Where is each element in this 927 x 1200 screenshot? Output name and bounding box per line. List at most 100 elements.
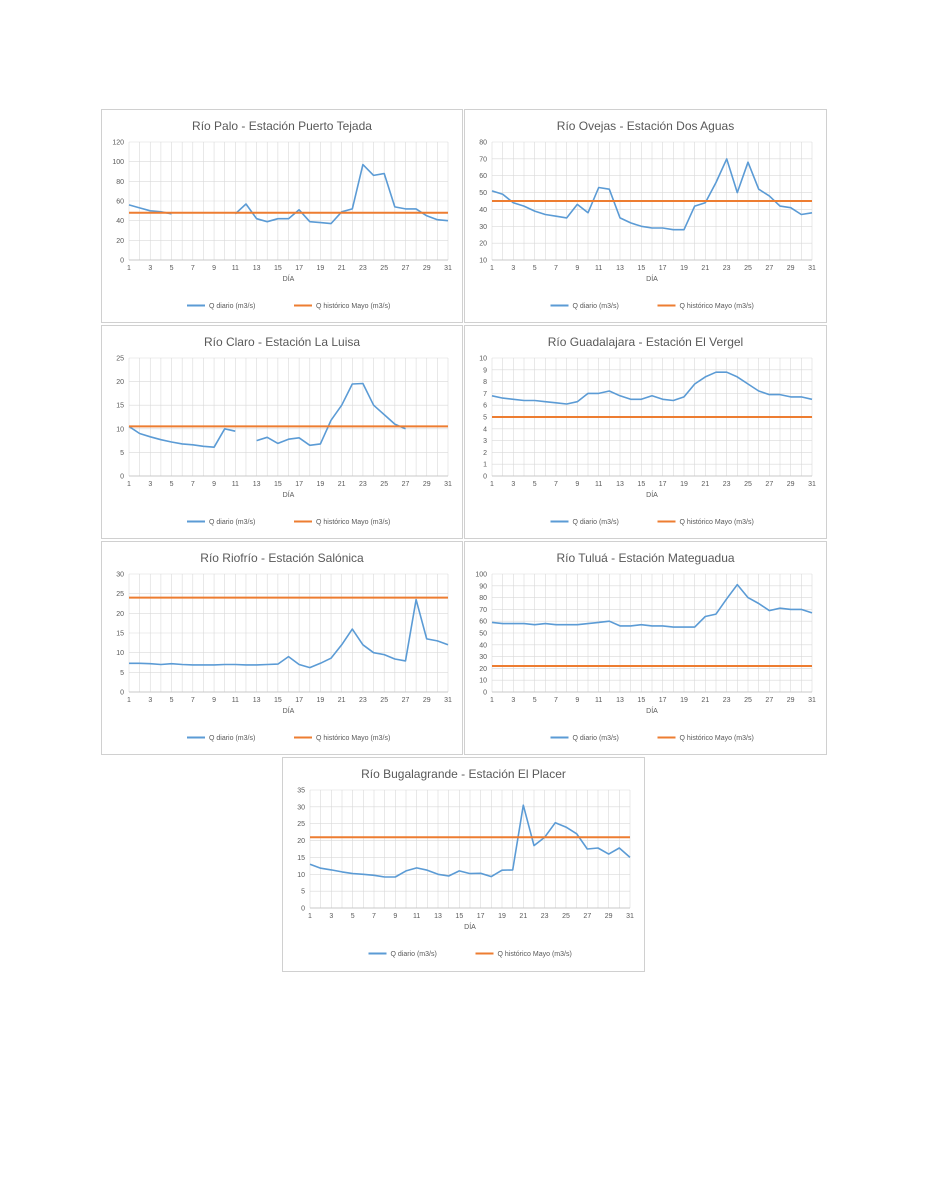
y-tick-label: 20 [116, 611, 124, 618]
x-axis-label: DÍA [646, 706, 658, 715]
legend-label-q-diario: Q diario (m3/s) [573, 519, 619, 526]
x-tick-label: 27 [765, 265, 773, 272]
x-tick-label: 31 [444, 697, 452, 704]
x-tick-label: 29 [787, 265, 795, 272]
chart-svg-rio-riofrio: Río Riofrío - Estación Salónica051015202… [116, 551, 452, 742]
legend-label-q-historico: Q histórico Mayo (m3/s) [316, 303, 390, 310]
series-line-q-diario [491, 371, 813, 405]
x-tick-label: 31 [808, 265, 816, 272]
x-tick-label: 19 [498, 913, 506, 920]
x-tick-label: 13 [253, 697, 261, 704]
x-tick-label: 27 [765, 697, 773, 704]
x-tick-label: 23 [359, 265, 367, 272]
y-tick-label: 80 [479, 595, 487, 602]
y-tick-label: 5 [120, 670, 124, 677]
series-line-q-diario [128, 382, 406, 448]
x-tick-label: 23 [359, 697, 367, 704]
y-tick-label: 3 [483, 438, 487, 445]
x-tick-label: 3 [148, 481, 152, 488]
chart-title: Río Riofrío - Estación Salónica [200, 551, 364, 565]
x-tick-label: 17 [295, 481, 303, 488]
x-tick-label: 23 [359, 481, 367, 488]
legend-label-q-diario: Q diario (m3/s) [209, 519, 255, 526]
y-tick-label: 5 [301, 889, 305, 896]
y-tick-label: 4 [483, 426, 487, 433]
x-axis-label: DÍA [646, 490, 658, 499]
x-tick-label: 13 [616, 265, 624, 272]
y-tick-label: 100 [112, 159, 124, 166]
y-tick-label: 20 [479, 241, 487, 248]
y-tick-label: 10 [116, 650, 124, 657]
x-tick-label: 11 [232, 265, 239, 272]
y-tick-label: 25 [116, 591, 124, 598]
y-tick-label: 20 [479, 666, 487, 673]
x-tick-label: 11 [595, 697, 602, 704]
y-tick-label: 15 [116, 403, 124, 410]
x-tick-label: 13 [616, 481, 624, 488]
y-tick-label: 5 [120, 450, 124, 457]
y-tick-label: 25 [297, 821, 305, 828]
x-tick-label: 23 [541, 913, 549, 920]
legend-label-q-historico: Q histórico Mayo (m3/s) [498, 951, 572, 958]
y-tick-label: 6 [483, 403, 487, 410]
x-tick-label: 13 [434, 913, 442, 920]
chart-svg-rio-claro: Río Claro - Estación La Luisa05101520251… [116, 335, 452, 526]
x-tick-label: 5 [170, 697, 174, 704]
x-tick-label: 19 [680, 265, 688, 272]
x-tick-label: 3 [511, 481, 515, 488]
y-tick-label: 60 [479, 619, 487, 626]
y-tick-label: 30 [479, 654, 487, 661]
legend-label-q-historico: Q histórico Mayo (m3/s) [316, 735, 390, 742]
x-tick-label: 21 [338, 697, 346, 704]
x-tick-label: 25 [380, 265, 388, 272]
x-tick-label: 17 [659, 481, 667, 488]
y-tick-label: 80 [116, 179, 124, 186]
x-tick-label: 1 [490, 481, 494, 488]
y-tick-label: 50 [479, 190, 487, 197]
x-tick-label: 1 [490, 697, 494, 704]
y-tick-label: 0 [483, 474, 487, 481]
x-tick-label: 29 [423, 265, 431, 272]
x-tick-label: 5 [170, 481, 174, 488]
x-tick-label: 19 [317, 481, 325, 488]
y-tick-label: 20 [116, 238, 124, 245]
x-tick-label: 1 [308, 913, 312, 920]
x-axis-label: DÍA [646, 274, 658, 283]
x-tick-label: 15 [274, 697, 282, 704]
x-tick-label: 31 [808, 697, 816, 704]
y-tick-label: 40 [479, 642, 487, 649]
y-tick-label: 70 [479, 607, 487, 614]
y-tick-label: 0 [120, 474, 124, 481]
x-tick-label: 9 [393, 913, 397, 920]
x-tick-label: 29 [787, 481, 795, 488]
y-tick-label: 90 [479, 583, 487, 590]
x-tick-label: 9 [212, 697, 216, 704]
x-tick-label: 7 [554, 265, 558, 272]
x-tick-label: 29 [423, 697, 431, 704]
x-tick-label: 23 [723, 481, 731, 488]
x-tick-label: 7 [191, 697, 195, 704]
chart-panel-rio-palo: Río Palo - Estación Puerto Tejada 0 20 40 60… [101, 109, 463, 323]
x-tick-label: 1 [490, 265, 494, 272]
x-tick-label: 19 [317, 697, 325, 704]
chart-svg-rio-bugalagrande: Río Bugalagrande - Estación El Placer 0 5 1… [297, 767, 634, 958]
x-tick-label: 7 [554, 697, 558, 704]
y-tick-label: 10 [479, 678, 487, 685]
x-tick-label: 21 [519, 913, 527, 920]
x-tick-label: 1 [127, 265, 131, 272]
x-tick-label: 31 [808, 481, 816, 488]
x-tick-label: 17 [659, 697, 667, 704]
x-tick-label: 25 [562, 913, 570, 920]
x-tick-label: 15 [274, 265, 282, 272]
x-tick-label: 15 [274, 481, 282, 488]
series-line-q-diario [491, 583, 813, 628]
x-tick-label: 9 [212, 481, 216, 488]
x-tick-label: 7 [191, 265, 195, 272]
x-tick-label: 25 [744, 265, 752, 272]
y-tick-label: 10 [297, 872, 305, 879]
x-tick-label: 11 [595, 481, 602, 488]
x-tick-label: 11 [232, 697, 239, 704]
x-tick-label: 19 [317, 265, 325, 272]
chart-panel-rio-ovejas: Río Ovejas - Estación Dos Aguas 10 20 30 40 5… [464, 109, 827, 323]
y-tick-label: 25 [116, 356, 124, 363]
